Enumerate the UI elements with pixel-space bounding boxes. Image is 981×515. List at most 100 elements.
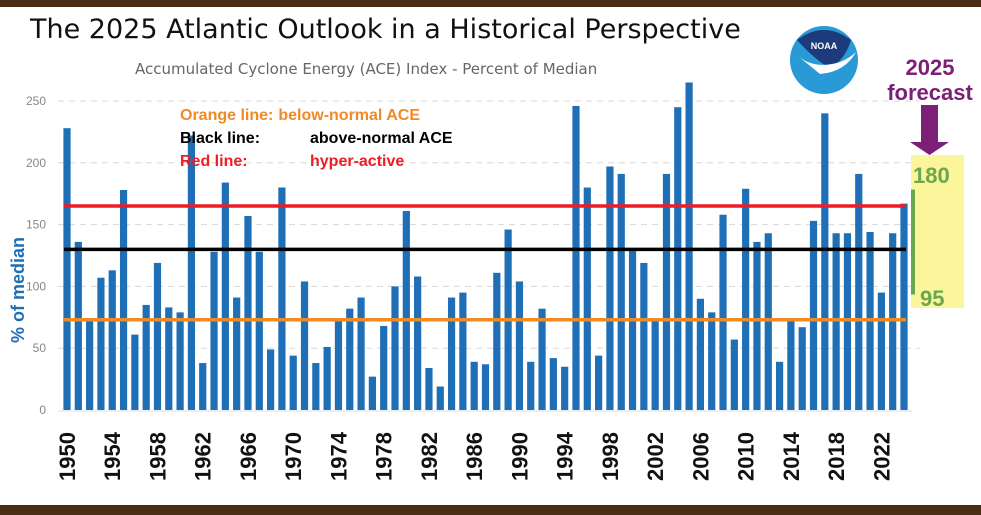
bar-1991 xyxy=(527,361,535,410)
x-tick-label: 1954 xyxy=(100,431,125,481)
bar-2003 xyxy=(662,173,671,410)
noaa-logo: NOAA xyxy=(790,26,858,94)
x-tick-label: 1982 xyxy=(417,432,442,481)
bar-1971 xyxy=(300,281,309,410)
bar-1951 xyxy=(74,241,82,410)
x-tick-label: 1986 xyxy=(462,432,487,481)
bar-2020 xyxy=(855,173,863,410)
bar-1952 xyxy=(86,318,94,410)
bar-2018 xyxy=(832,233,840,410)
bar-2006 xyxy=(696,298,705,410)
chart-subtitle: Accumulated Cyclone Energy (ACE) Index -… xyxy=(135,60,597,78)
bar-1956 xyxy=(131,334,139,410)
y-tick-label: 100 xyxy=(26,279,46,293)
bar-2024 xyxy=(900,203,908,410)
bar-1968 xyxy=(266,349,275,410)
bar-2015 xyxy=(798,327,806,410)
forecast-range-bar xyxy=(911,189,915,295)
forecast-label: forecast xyxy=(887,80,973,105)
svg-text:NOAA: NOAA xyxy=(811,41,838,51)
legend-orange: Orange line: below-normal ACE xyxy=(180,107,420,124)
x-tick-label: 1974 xyxy=(326,431,351,481)
y-tick-label: 50 xyxy=(33,341,47,355)
bar-2017 xyxy=(821,113,829,411)
legend-red: Red line: hyper-active xyxy=(180,153,404,170)
bar-1953 xyxy=(97,277,105,410)
bar-1957 xyxy=(142,304,150,410)
bar-2011 xyxy=(753,241,761,410)
bar-1977 xyxy=(368,376,376,410)
bar-2009 xyxy=(730,339,738,410)
bar-1955 xyxy=(119,189,128,410)
x-tick-label: 1990 xyxy=(507,432,532,481)
x-tick-label: 2010 xyxy=(734,432,759,481)
bar-2010 xyxy=(742,188,750,410)
bar-2002 xyxy=(651,318,659,410)
bar-2001 xyxy=(640,262,648,410)
x-tick-label: 1966 xyxy=(236,432,261,481)
forecast-arrow-icon xyxy=(910,105,949,155)
x-tick-label: 2002 xyxy=(643,432,668,481)
bar-1960 xyxy=(176,312,184,410)
bar-1985 xyxy=(459,292,467,410)
bar-1979 xyxy=(391,286,399,410)
bar-1967 xyxy=(255,251,263,410)
y-tick-label: 150 xyxy=(26,218,46,232)
bar-2004 xyxy=(674,107,682,411)
bar-1974 xyxy=(334,318,343,410)
bar-1998 xyxy=(606,166,614,410)
bar-1963 xyxy=(210,251,218,410)
bar-1972 xyxy=(312,363,320,410)
bar-2007 xyxy=(708,312,716,410)
x-tick-label: 2014 xyxy=(779,431,804,481)
bar-1950 xyxy=(63,128,71,410)
x-tick-label: 2006 xyxy=(688,432,713,481)
x-tick-label: 1994 xyxy=(553,431,578,481)
x-tick-label: 1950 xyxy=(55,432,80,481)
legend-black: Black line: above-normal ACE xyxy=(180,130,453,147)
bar-2016 xyxy=(809,220,818,410)
bar-1992 xyxy=(538,308,546,410)
bar-1958 xyxy=(153,262,162,410)
bar-1954 xyxy=(108,270,116,410)
bar-1961 xyxy=(187,135,196,410)
bar-1996 xyxy=(583,187,591,410)
bar-1975 xyxy=(346,308,354,410)
bar-1982 xyxy=(425,367,433,410)
bar-1986 xyxy=(470,361,478,410)
x-tick-label: 1962 xyxy=(191,432,216,481)
bar-2012 xyxy=(764,233,772,410)
bar-1965 xyxy=(233,297,241,410)
chart-title: The 2025 Atlantic Outlook in a Historica… xyxy=(29,14,741,45)
x-tick-label: 1970 xyxy=(281,432,306,481)
bar-1966 xyxy=(244,215,252,410)
y-tick-label: 0 xyxy=(39,403,46,417)
bar-1970 xyxy=(289,355,297,410)
forecast-year: 2025 xyxy=(906,55,955,80)
bar-1997 xyxy=(595,355,603,410)
bar-1959 xyxy=(165,307,173,410)
bar-1990 xyxy=(515,281,524,410)
bar-2014 xyxy=(787,321,795,410)
bar-1994 xyxy=(561,366,569,410)
bar-2013 xyxy=(775,361,784,410)
bar-1980 xyxy=(402,211,410,410)
bar-1981 xyxy=(414,276,422,410)
y-tick-label: 250 xyxy=(26,94,46,108)
y-axis-label: % of median xyxy=(8,237,28,343)
x-tick-label: 1958 xyxy=(145,432,170,481)
bar-2000 xyxy=(628,250,637,410)
bar-1993 xyxy=(549,358,557,410)
x-tick-label: 1998 xyxy=(598,432,623,481)
bar-2008 xyxy=(719,214,727,410)
bar-1973 xyxy=(323,346,331,410)
bar-1983 xyxy=(436,386,444,410)
bar-1984 xyxy=(447,297,456,410)
bar-2023 xyxy=(889,233,897,410)
bar-1987 xyxy=(481,364,490,410)
bar-1995 xyxy=(572,105,580,410)
forecast-low: 95 xyxy=(920,286,944,311)
x-tick-label: 2018 xyxy=(824,432,849,481)
bottom-frame xyxy=(0,505,981,515)
